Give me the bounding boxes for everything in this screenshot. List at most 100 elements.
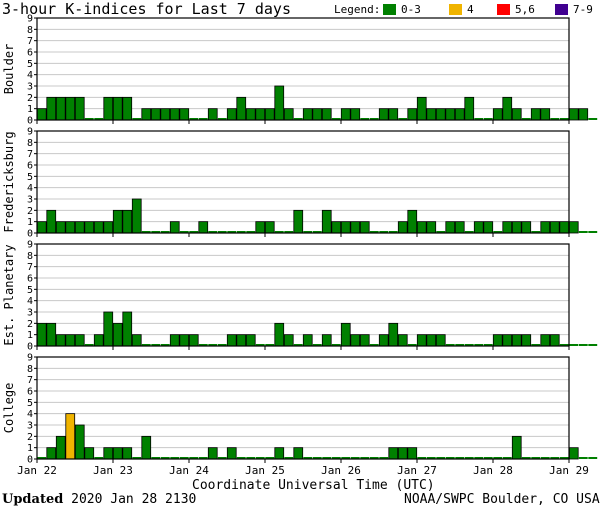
y-tick-label: 7 xyxy=(27,149,33,160)
updated-value: 2020 Jan 28 2130 xyxy=(71,492,197,507)
k-bar xyxy=(445,457,455,459)
k-bar xyxy=(359,334,370,347)
y-tick-label: 0 xyxy=(27,229,33,240)
k-bar xyxy=(378,334,389,347)
k-bar xyxy=(426,457,436,459)
k-bar xyxy=(55,334,66,347)
k-bar xyxy=(379,457,389,459)
y-tick-label: 0 xyxy=(27,342,33,353)
k-bar xyxy=(284,457,294,459)
k-bar xyxy=(569,344,579,346)
k-bar xyxy=(568,221,579,234)
k-bar xyxy=(284,231,294,233)
k-bar xyxy=(464,96,475,121)
legend-label-7-9: 7-9 xyxy=(573,3,593,16)
k-bar xyxy=(246,457,256,459)
k-bar xyxy=(151,344,161,346)
k-bar xyxy=(454,108,465,121)
k-bar xyxy=(559,118,569,120)
y-tick-label: 6 xyxy=(27,274,33,285)
k-bar xyxy=(492,108,503,121)
y-tick-label: 9 xyxy=(27,240,33,251)
k-bar xyxy=(568,108,579,121)
panel-frame xyxy=(36,130,570,234)
k-bar xyxy=(265,457,275,459)
k-bar xyxy=(150,108,161,121)
k-bar xyxy=(141,435,152,460)
k-bar xyxy=(84,447,95,460)
k-bar xyxy=(217,457,227,459)
k-bar xyxy=(141,231,151,233)
updated-line: Updated 2020 Jan 28 2130 xyxy=(2,492,196,507)
y-tick-label: 6 xyxy=(27,48,33,59)
k-bar xyxy=(189,457,199,459)
k-bar xyxy=(198,221,209,234)
k-bar xyxy=(74,221,85,234)
k-bar xyxy=(493,231,503,233)
k-bar xyxy=(530,108,541,121)
k-bar xyxy=(360,118,370,120)
k-bar xyxy=(255,344,265,346)
k-bar xyxy=(435,108,446,121)
legend-swatch-7-9 xyxy=(555,4,568,15)
panel-label: Est. Planetary xyxy=(2,244,16,345)
k-bar xyxy=(312,344,322,346)
k-bar xyxy=(122,311,133,347)
k-bar xyxy=(122,447,133,460)
k-bar xyxy=(169,334,180,347)
k-bar xyxy=(588,457,598,459)
panel-frame xyxy=(36,356,570,460)
k-bar xyxy=(198,457,208,459)
k-bar xyxy=(303,231,313,233)
k-bar xyxy=(521,221,532,234)
k-bar xyxy=(226,334,237,347)
k-bar xyxy=(445,221,456,234)
k-bar xyxy=(531,344,541,346)
k-bar xyxy=(302,334,313,347)
k-bar xyxy=(540,221,551,234)
k-bar xyxy=(398,118,408,120)
y-tick-label: 4 xyxy=(27,296,33,307)
k-bar xyxy=(179,334,190,347)
k-bar xyxy=(94,118,104,120)
x-axis-title: Coordinate Universal Time (UTC) xyxy=(192,478,435,493)
k-bar xyxy=(321,334,332,347)
k-bar xyxy=(132,118,142,120)
k-bar xyxy=(464,231,474,233)
k-bar xyxy=(293,447,304,460)
k-bar xyxy=(208,344,218,346)
k-bar xyxy=(103,311,114,347)
k-bar xyxy=(340,221,351,234)
y-tick-label: 1 xyxy=(27,104,33,115)
k-bar xyxy=(588,118,598,120)
k-bar xyxy=(474,344,484,346)
y-tick-label: 3 xyxy=(27,195,33,206)
k-bar xyxy=(407,344,417,346)
legend-label-5-6: 5,6 xyxy=(515,3,535,16)
k-bar xyxy=(103,221,114,234)
y-tick-label: 6 xyxy=(27,387,33,398)
y-tick-label: 1 xyxy=(27,330,33,341)
k-bar xyxy=(189,231,199,233)
k-bar xyxy=(559,344,569,346)
y-tick-label: 3 xyxy=(27,421,33,432)
k-bar xyxy=(265,344,275,346)
k-bar xyxy=(483,457,493,459)
k-bar xyxy=(531,231,541,233)
k-bar xyxy=(74,96,85,121)
k-bar xyxy=(559,221,570,234)
k-bar xyxy=(151,231,161,233)
k-bar xyxy=(46,322,57,347)
k-bar xyxy=(226,447,237,460)
k-bar xyxy=(474,118,484,120)
k-bar xyxy=(179,231,189,233)
k-bar xyxy=(84,118,94,120)
k-bar xyxy=(378,108,389,121)
y-tick-label: 2 xyxy=(27,206,33,217)
k-bar xyxy=(112,322,123,347)
k-bar xyxy=(331,118,341,120)
k-bar xyxy=(445,108,456,121)
k-bar xyxy=(407,447,418,460)
k-bar xyxy=(502,96,513,121)
